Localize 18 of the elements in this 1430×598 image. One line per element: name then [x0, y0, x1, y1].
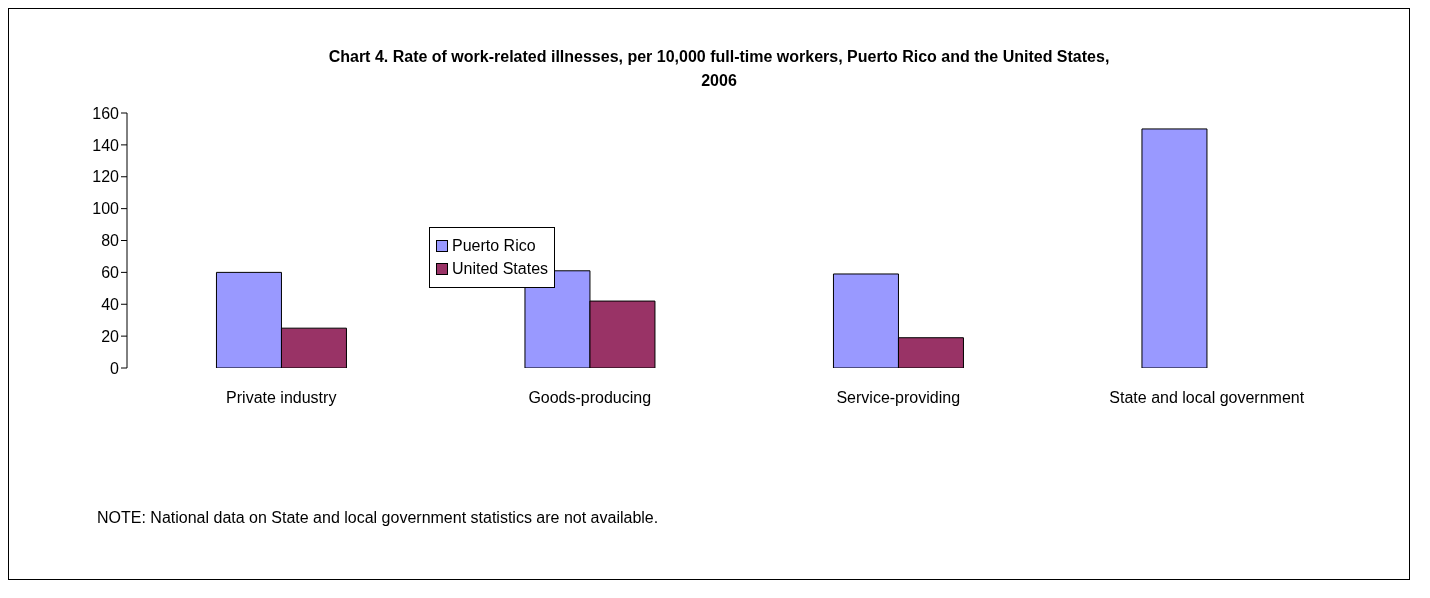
chart-title: Chart 4. Rate of work-related illnesses, per 10,000 full-time workers, Puerto Rico and the United States, 2006	[327, 47, 1111, 91]
y-tick-label: 0	[110, 359, 120, 377]
x-tick-label: Service-providing	[836, 389, 961, 407]
x-tick-label: State and local government	[1109, 389, 1305, 407]
legend-label: Puerto Rico	[452, 237, 536, 255]
y-tick-label: 100	[92, 200, 120, 218]
y-tick-label: 20	[101, 327, 120, 345]
bar	[1141, 128, 1208, 368]
x-tick-label: Goods-producing	[528, 389, 652, 407]
y-tick-label: 120	[92, 168, 120, 186]
y-tick-label: 80	[101, 232, 120, 250]
text: NOTE: National data on State and local government statistics are not available.	[97, 509, 659, 527]
legend-label: United States	[452, 260, 549, 278]
x-tick-label: Private industry	[226, 389, 337, 407]
y-tick-label: 160	[92, 104, 120, 122]
y-tick-label: 140	[92, 136, 120, 154]
y-tick-label: 60	[101, 264, 120, 282]
y-tick-label: 40	[101, 295, 120, 313]
